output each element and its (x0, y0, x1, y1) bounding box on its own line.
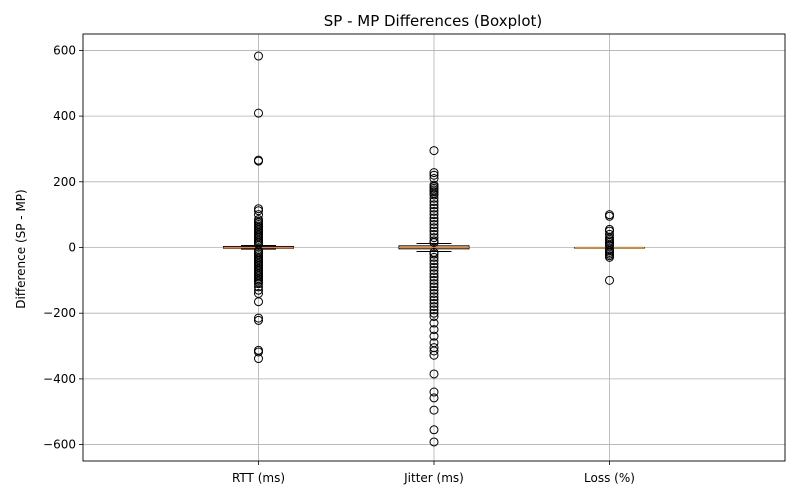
outlier-point (429, 305, 439, 315)
outlier-point (429, 259, 439, 269)
outlier-point (429, 393, 439, 403)
outlier-point (429, 298, 439, 308)
outlier-point (254, 297, 263, 307)
outlier-point (254, 108, 263, 118)
outlier-point (429, 216, 439, 226)
outlier-point (429, 265, 439, 275)
axis-layer: −600 −400 −200 0 200 400 600 RTT (ms) Jitter (ms… (43, 33, 786, 485)
outlier-point (429, 226, 439, 236)
outlier-point (429, 285, 439, 295)
outlier-point (429, 282, 439, 292)
outlier-point (429, 213, 439, 223)
y-axis-label: Difference (SP - MP) (14, 189, 28, 308)
x-tick-label: Loss (%) (584, 471, 635, 485)
outlier-point (429, 170, 439, 180)
x-tick-label: Jitter (ms) (403, 471, 464, 485)
outlier-point (429, 302, 439, 312)
outlier-point (429, 200, 439, 210)
outlier-point (429, 168, 439, 178)
outlier-point (429, 146, 439, 156)
outlier-point (429, 223, 439, 233)
outlier-point (254, 51, 263, 61)
outlier-point (429, 252, 439, 262)
outlier-point (429, 318, 439, 328)
outlier-point (605, 211, 614, 221)
outlier-point (429, 295, 439, 305)
outlier-point (605, 252, 614, 262)
outlier-point (254, 156, 263, 166)
y-tick-label: 0 (68, 241, 76, 255)
outlier-point (429, 272, 439, 282)
outlier-point (429, 197, 439, 207)
y-tick-label: −400 (43, 372, 76, 386)
outlier-point (429, 279, 439, 289)
outlier-point (254, 347, 263, 357)
outlier-point (605, 275, 614, 285)
outlier-point (429, 233, 439, 243)
outlier-point (429, 238, 439, 248)
outlier-point (429, 256, 439, 266)
outlier-point (254, 354, 263, 364)
box-2 (574, 210, 645, 285)
outlier-point (429, 308, 439, 318)
outlier-point (429, 206, 439, 216)
outlier-point (254, 315, 263, 325)
outlier-point (254, 282, 263, 292)
outlier-point (254, 313, 263, 323)
outlier-point (429, 275, 439, 285)
box-1 (398, 146, 470, 447)
y-tick-label: 400 (53, 109, 76, 123)
outlier-point (429, 369, 439, 379)
y-tick-label: 600 (53, 43, 76, 57)
outlier-point (429, 193, 439, 203)
outlier-point (254, 279, 263, 289)
outlier-point (429, 292, 439, 302)
outlier-point (429, 311, 439, 321)
outlier-point (429, 203, 439, 213)
outlier-point (429, 331, 439, 341)
box-0 (223, 51, 294, 364)
outlier-point (429, 262, 439, 272)
chart-title: SP - MP Differences (Boxplot) (324, 12, 543, 30)
y-tick-label: −600 (43, 438, 76, 452)
outlier-point (429, 249, 439, 259)
outlier-point (429, 350, 439, 360)
outlier-point (429, 425, 439, 435)
outlier-point (429, 210, 439, 220)
y-tick-label: 200 (53, 175, 76, 189)
outlier-point (429, 190, 439, 200)
outlier-point (429, 269, 439, 279)
outlier-point (429, 288, 439, 298)
grid-layer (83, 34, 785, 461)
outlier-point (429, 325, 439, 335)
outlier-point (429, 387, 439, 397)
outlier-point (429, 346, 439, 356)
axes-frame (82, 33, 786, 462)
y-tick-label: −200 (43, 306, 76, 320)
outlier-point (254, 285, 263, 295)
outlier-point (254, 206, 263, 216)
x-tick-label: RTT (ms) (232, 471, 285, 485)
outlier-point (429, 405, 439, 415)
outlier-point (429, 437, 439, 447)
outlier-point (429, 220, 439, 230)
box-layer (223, 51, 645, 447)
